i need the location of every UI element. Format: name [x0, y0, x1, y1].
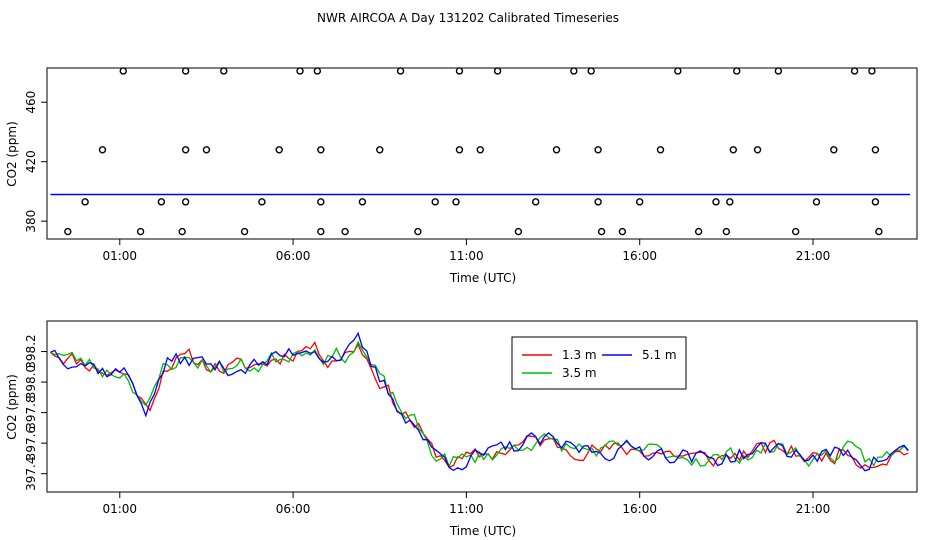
- upper-data-point: [476, 146, 484, 154]
- lower-data-layer: [50, 331, 909, 472]
- upper-data-point: [868, 67, 876, 75]
- upper-data-point: [733, 67, 741, 75]
- upper-data-point: [220, 67, 228, 75]
- upper-data-point: [674, 67, 682, 75]
- upper-data-point: [552, 146, 561, 154]
- upper-data-point: [157, 198, 166, 206]
- upper-data-point: [570, 67, 578, 75]
- upper-data-point: [636, 198, 644, 206]
- upper-data-point: [98, 146, 107, 154]
- upper-data-point: [64, 227, 72, 236]
- upper-data-point: [455, 67, 464, 75]
- upper-data-point: [317, 227, 325, 236]
- upper-data-point: [341, 227, 349, 236]
- lower-series-line-5-1-m: [50, 331, 909, 472]
- upper-x-axis-label: Time (UTC): [449, 271, 516, 285]
- upper-data-point: [431, 198, 439, 206]
- upper-data-point: [81, 198, 89, 206]
- upper-data-point: [726, 198, 734, 206]
- upper-x-axis: 01:00 06:00 11:00 16:00 21:00: [102, 239, 830, 263]
- upper-data-point: [178, 227, 186, 236]
- upper-data-point: [597, 227, 606, 236]
- upper-data-point: [396, 67, 405, 75]
- upper-data-point: [455, 146, 464, 154]
- upper-data-point: [275, 146, 283, 154]
- lower-y-tick-label: 397.8: [24, 395, 38, 429]
- legend-label-5-1m: 5.1 m: [642, 348, 677, 362]
- upper-data-point: [514, 227, 523, 236]
- upper-data-point: [181, 198, 190, 206]
- legend-label-1-3m: 1.3 m: [562, 348, 597, 362]
- upper-y-tick-label: 380: [24, 210, 38, 233]
- legend: 1.3 m 3.5 m 5.1 m: [511, 336, 687, 390]
- upper-data-point: [871, 198, 880, 206]
- upper-data-point: [376, 146, 384, 154]
- lower-y-tick-label: 397.6: [24, 426, 38, 460]
- legend-box: [511, 336, 687, 390]
- upper-data-point: [812, 198, 821, 206]
- upper-y-tick-label: 420: [24, 150, 38, 173]
- lower-x-tick-label: 21:00: [796, 502, 831, 516]
- upper-data-point: [791, 227, 800, 236]
- upper-data-point: [181, 146, 190, 154]
- upper-data-point: [875, 227, 883, 236]
- upper-data-point: [532, 198, 540, 206]
- upper-data-point: [317, 146, 325, 154]
- upper-data-layer: [50, 67, 911, 236]
- upper-x-tick-label: 11:00: [449, 249, 484, 263]
- upper-data-point: [594, 198, 602, 206]
- lower-y-axis-label: CO2 (ppm): [5, 374, 19, 440]
- upper-x-tick-label: 21:00: [796, 249, 831, 263]
- lower-y-tick-label: 398.0: [24, 365, 38, 399]
- upper-data-point: [181, 67, 190, 75]
- upper-data-point: [712, 198, 720, 206]
- upper-data-point: [119, 67, 127, 75]
- upper-data-point: [317, 198, 325, 206]
- upper-data-point: [656, 146, 665, 154]
- upper-x-tick-label: 16:00: [622, 249, 657, 263]
- legend-label-3-5m: 3.5 m: [562, 366, 597, 380]
- lower-plot-frame: [46, 320, 918, 493]
- lower-x-tick-label: 01:00: [102, 502, 137, 516]
- lower-x-axis: 01:00 06:00 11:00 16:00 21:00: [102, 492, 830, 516]
- lower-chart-panel: 01:00 06:00 11:00 16:00 21:00 397.4397.6397.…: [5, 320, 918, 538]
- upper-data-point: [240, 227, 249, 236]
- upper-data-point: [830, 146, 838, 154]
- upper-data-point: [258, 198, 266, 206]
- upper-data-point: [452, 198, 460, 206]
- upper-data-point: [871, 146, 880, 154]
- upper-data-point: [694, 227, 703, 236]
- chart-title: NWR AIRCOA A Day 131202 Calibrated Times…: [317, 11, 619, 25]
- upper-data-point: [358, 198, 367, 206]
- upper-data-point: [850, 67, 859, 75]
- lower-x-tick-label: 11:00: [449, 502, 484, 516]
- upper-y-axis-label: CO2 (ppm): [5, 121, 19, 187]
- upper-plot-frame: [46, 67, 918, 240]
- upper-chart-panel: 01:00 06:00 11:00 16:00 21:00 380 420 460 Time…: [5, 67, 918, 285]
- upper-data-point: [594, 146, 602, 154]
- upper-data-point: [296, 67, 304, 75]
- upper-data-point: [618, 227, 627, 236]
- upper-data-point: [313, 67, 322, 75]
- upper-data-point: [729, 146, 737, 154]
- lower-x-tick-label: 16:00: [622, 502, 657, 516]
- upper-data-point: [414, 227, 422, 236]
- upper-data-point: [774, 67, 783, 75]
- lower-y-tick-label: 398.2: [24, 334, 38, 368]
- upper-data-point: [722, 227, 731, 236]
- lower-x-tick-label: 06:00: [276, 502, 311, 516]
- upper-data-point: [753, 146, 762, 154]
- upper-data-point: [136, 227, 145, 236]
- upper-data-point: [493, 67, 502, 75]
- upper-y-tick-label: 460: [24, 91, 38, 114]
- upper-x-tick-label: 01:00: [102, 249, 137, 263]
- lower-x-axis-label: Time (UTC): [449, 524, 516, 538]
- lower-y-tick-label: 397.4: [24, 456, 38, 490]
- upper-data-point: [587, 67, 595, 75]
- upper-x-tick-label: 06:00: [276, 249, 311, 263]
- upper-y-axis: 380 420 460: [24, 91, 47, 233]
- upper-data-point: [202, 146, 211, 154]
